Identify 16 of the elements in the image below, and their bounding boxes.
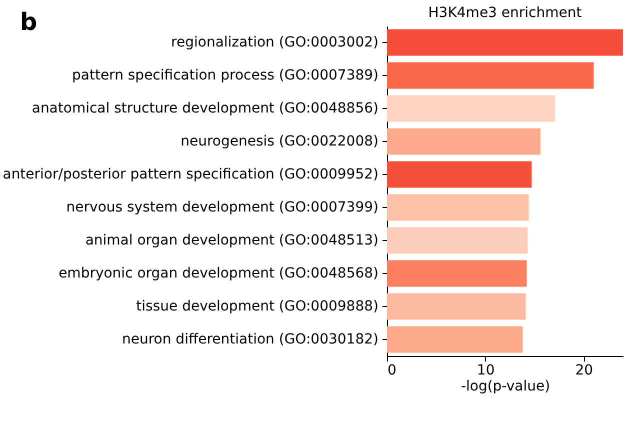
y-tick-label: neurogenesis (GO:0022008) (180, 134, 378, 150)
y-tick-label: anatomical structure development (GO:0048856) (32, 100, 378, 116)
y-tick-label: tissue development (GO:0009888) (136, 298, 378, 314)
x-tick-label: 10 (476, 362, 495, 378)
x-axis-title: -log(p-value) (460, 378, 550, 394)
x-tick-label: 0 (388, 362, 396, 378)
y-tick-label: anterior/posterior pattern specification (GO:0009952) (2, 166, 378, 182)
y-tick-label: regionalization (GO:0003002) (171, 34, 378, 50)
y-tick-label: animal organ development (GO:0048513) (85, 232, 378, 248)
y-tick-label: embryonic organ development (GO:0048568) (58, 266, 378, 282)
chart-title: H3K4me3 enrichment (428, 5, 582, 21)
y-tick-label: pattern specification process (GO:0007389) (72, 68, 378, 84)
y-tick-label: neuron differentiation (GO:0030182) (122, 332, 378, 348)
text: b (20, 8, 38, 36)
x-tick-label: 20 (575, 362, 594, 378)
y-tick-label: nervous system development (GO:0007399) (66, 200, 378, 216)
